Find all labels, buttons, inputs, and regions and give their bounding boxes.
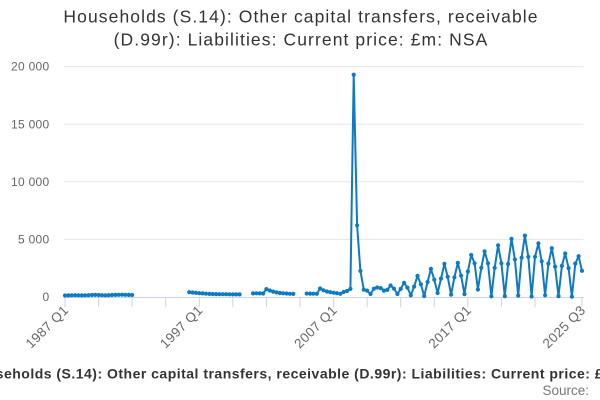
svg-text:0: 0 [43, 290, 50, 304]
svg-text:(D.99r): Liabilities: Current: (D.99r): Liabilities: Current price: £m:… [114, 29, 489, 49]
svg-text:Households (S.14): Other capit: Households (S.14): Other capital transfe… [0, 366, 600, 382]
svg-text:10 000: 10 000 [11, 175, 50, 189]
svg-text:15 000: 15 000 [11, 117, 50, 131]
svg-text:Source:: Source: [542, 383, 589, 398]
svg-text:Households (S.14): Other capit: Households (S.14): Other capital transfe… [63, 6, 538, 26]
svg-text:5 000: 5 000 [18, 233, 50, 247]
svg-text:20 000: 20 000 [11, 60, 50, 74]
